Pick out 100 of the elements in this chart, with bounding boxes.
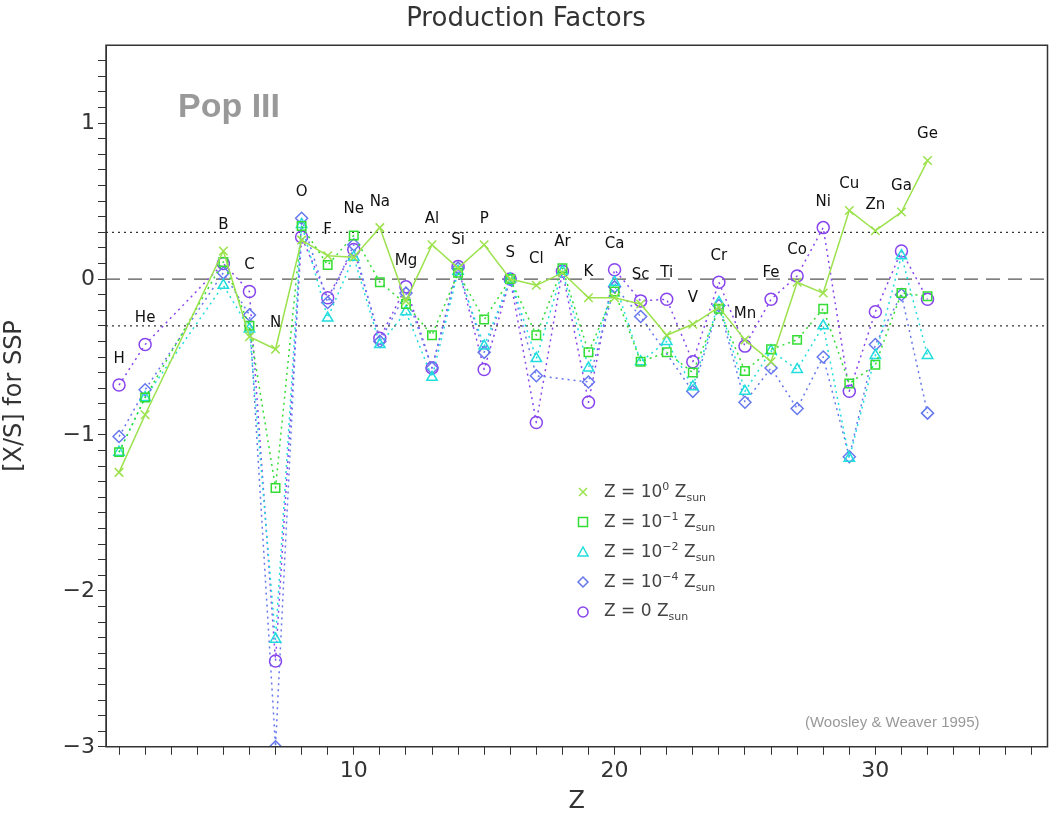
- annotation: B: [218, 214, 229, 233]
- annotation: Pop III: [178, 85, 280, 124]
- annotation: Cu: [839, 174, 860, 193]
- x-tick-label: 20: [600, 756, 629, 782]
- point: [529, 415, 544, 430]
- point: [660, 334, 673, 346]
- annotation: Ge: [917, 124, 938, 143]
- point: [399, 280, 413, 294]
- x-axis-title: Z: [568, 785, 585, 814]
- legend-label: Z = 0 Z$_{sun}$: [604, 600, 689, 624]
- point: [426, 370, 438, 382]
- point: [477, 362, 491, 377]
- point: [764, 361, 778, 375]
- point: [870, 225, 881, 236]
- point: [244, 331, 255, 342]
- point: [581, 395, 596, 409]
- point: [296, 221, 307, 232]
- point: [529, 368, 544, 383]
- point: [792, 277, 803, 288]
- point: [791, 362, 804, 374]
- point: [920, 406, 935, 420]
- point: [922, 155, 933, 166]
- point: [739, 366, 750, 377]
- y-axis-title: [X/S] for SSP: [0, 320, 27, 472]
- point: [817, 319, 830, 330]
- point: [868, 305, 883, 319]
- annotation: Cl: [529, 249, 544, 268]
- point: [321, 311, 334, 322]
- x-tick-label: 10: [339, 756, 368, 782]
- annotation: Na: [369, 191, 391, 210]
- annotation: He: [134, 308, 156, 327]
- point: [242, 284, 257, 299]
- y-tick-label: −1: [62, 420, 95, 446]
- point: [270, 483, 281, 493]
- point: [294, 230, 309, 244]
- annotation: Fe: [762, 263, 780, 282]
- point: [633, 294, 648, 308]
- point: [687, 319, 698, 330]
- point: [661, 330, 672, 341]
- y-tick-label: −3: [62, 732, 95, 758]
- point: [739, 384, 751, 396]
- annotation: Ga: [891, 175, 912, 194]
- point: [112, 429, 126, 444]
- point: [140, 409, 151, 420]
- point: [322, 250, 333, 261]
- point: [218, 256, 229, 267]
- annotation: Co: [787, 239, 807, 258]
- annotation: Ar: [554, 232, 572, 251]
- point: [844, 205, 855, 216]
- point: [268, 654, 283, 668]
- point: [218, 246, 229, 256]
- annotation: Ni: [815, 191, 831, 210]
- point: [583, 292, 594, 303]
- annotation: Al: [424, 208, 440, 227]
- point: [531, 330, 542, 341]
- point: [633, 309, 648, 324]
- point: [114, 467, 125, 478]
- annotation: C: [244, 255, 255, 274]
- point: [582, 361, 595, 372]
- point: [216, 266, 231, 280]
- point: [739, 334, 750, 345]
- point: [766, 356, 777, 367]
- point: [738, 339, 752, 353]
- annotation: Cr: [710, 246, 729, 265]
- annotation: P: [479, 208, 489, 227]
- point: [216, 256, 231, 271]
- x-tick-label: 30: [861, 756, 890, 782]
- point: [477, 345, 491, 360]
- point: [687, 367, 698, 378]
- annotation: Si: [451, 230, 465, 249]
- point: [608, 275, 621, 286]
- point: [844, 378, 855, 389]
- point: [921, 348, 934, 360]
- annotation: (Woosley & Weaver 1995): [804, 712, 980, 730]
- annotation: Ca: [604, 233, 625, 252]
- point: [531, 280, 542, 291]
- y-tick-label: −2: [62, 576, 95, 602]
- annotation: F: [323, 219, 332, 238]
- point: [583, 347, 594, 358]
- legend-label: Z = 10$^{−1}$ Z$_{sun}$: [604, 509, 716, 534]
- legend-label: Z = 10$^{−4}$ Z$_{sun}$: [604, 569, 716, 594]
- point: [138, 337, 152, 352]
- point: [294, 211, 309, 226]
- point: [348, 230, 359, 241]
- point: [478, 339, 491, 350]
- point: [686, 384, 700, 399]
- point: [607, 262, 622, 277]
- point: [869, 348, 882, 360]
- point: [374, 222, 385, 233]
- point: [818, 303, 829, 314]
- annotation: V: [687, 288, 699, 307]
- point: [816, 350, 830, 364]
- point: [269, 632, 282, 643]
- point: [896, 207, 907, 218]
- point: [895, 248, 908, 260]
- point: [790, 269, 804, 283]
- point: [894, 244, 909, 258]
- point: [712, 298, 726, 313]
- point: [635, 299, 646, 310]
- point: [686, 354, 700, 369]
